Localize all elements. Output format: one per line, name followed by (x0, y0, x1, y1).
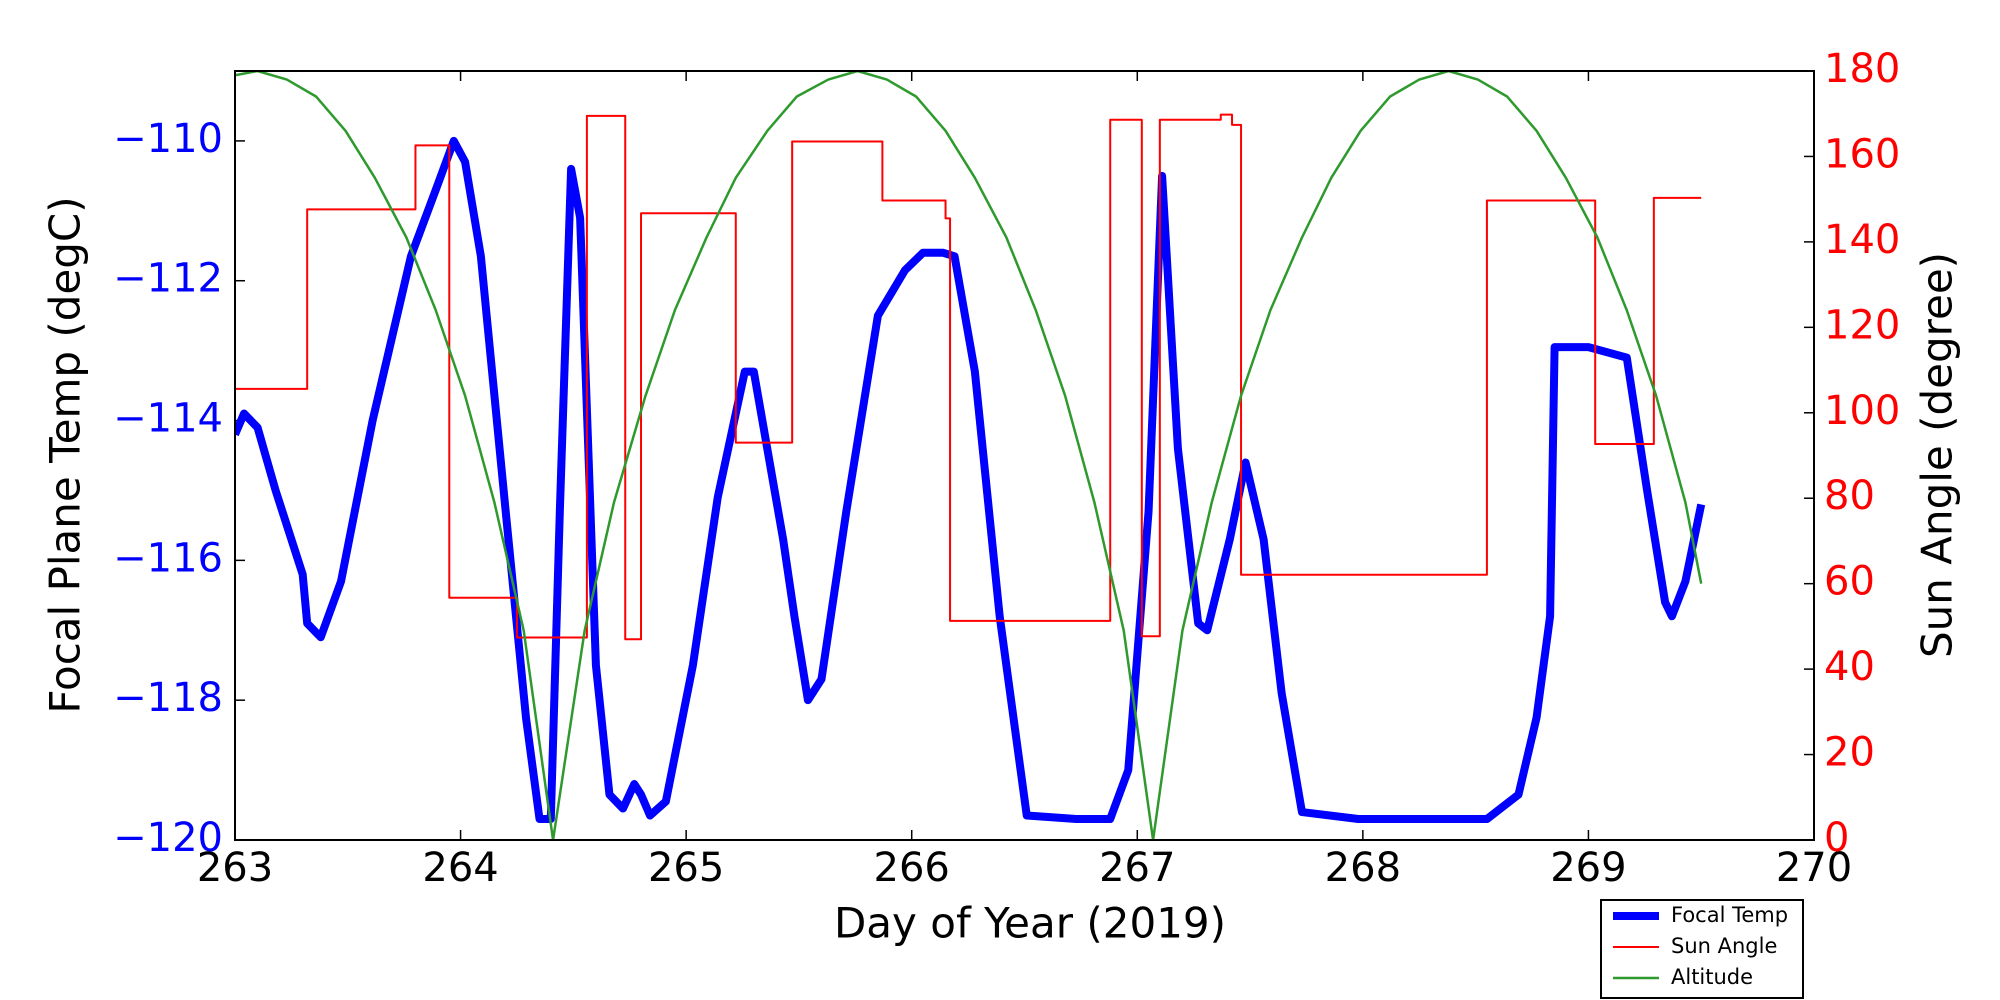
y2-tick-label: 20 (1824, 730, 1875, 776)
x-tick-label: 263 (197, 845, 273, 891)
x-tick-label: 270 (1776, 845, 1852, 891)
y-tick-label: −114 (113, 396, 223, 442)
y2-tick-label: 40 (1824, 644, 1875, 690)
series-line (235, 71, 1703, 840)
y2-tick-label: 0 (1824, 815, 1849, 861)
y-tick-label: −112 (113, 256, 223, 302)
y2-tick-label: 140 (1824, 217, 1900, 263)
y2-tick-label: 100 (1824, 388, 1900, 434)
y-axis-label: Focal Plane Temp (degC) (41, 196, 90, 713)
y2-tick-label: 180 (1824, 46, 1900, 92)
x-tick-label: 266 (874, 845, 950, 891)
x-axis-label: Day of Year (2019) (834, 899, 1226, 948)
x-tick-label: 267 (1099, 845, 1175, 891)
y2-axis-label: Sun Angle (degree) (1913, 252, 1962, 658)
plot-frame (234, 70, 1815, 841)
y-tick-label: −118 (113, 675, 223, 721)
x-tick-label: 268 (1325, 845, 1401, 891)
y2-tick-label: 160 (1824, 131, 1900, 177)
x-tick-label: 264 (422, 845, 498, 891)
y-tick-label: −110 (113, 116, 223, 162)
x-tick-label: 269 (1550, 845, 1626, 891)
y2-tick-label: 120 (1824, 302, 1900, 348)
legend-label: Sun Angle (1671, 934, 1777, 958)
y2-tick-label: 80 (1824, 473, 1875, 519)
y2-tick-label: 60 (1824, 559, 1875, 605)
series-line (235, 136, 1706, 824)
y-tick-label: −120 (113, 815, 223, 861)
legend-label: Altitude (1671, 965, 1753, 989)
series-line (235, 113, 1702, 641)
x-tick-label: 265 (648, 845, 724, 891)
legend-label: Focal Temp (1671, 903, 1788, 927)
y-tick-label: −116 (113, 535, 223, 581)
